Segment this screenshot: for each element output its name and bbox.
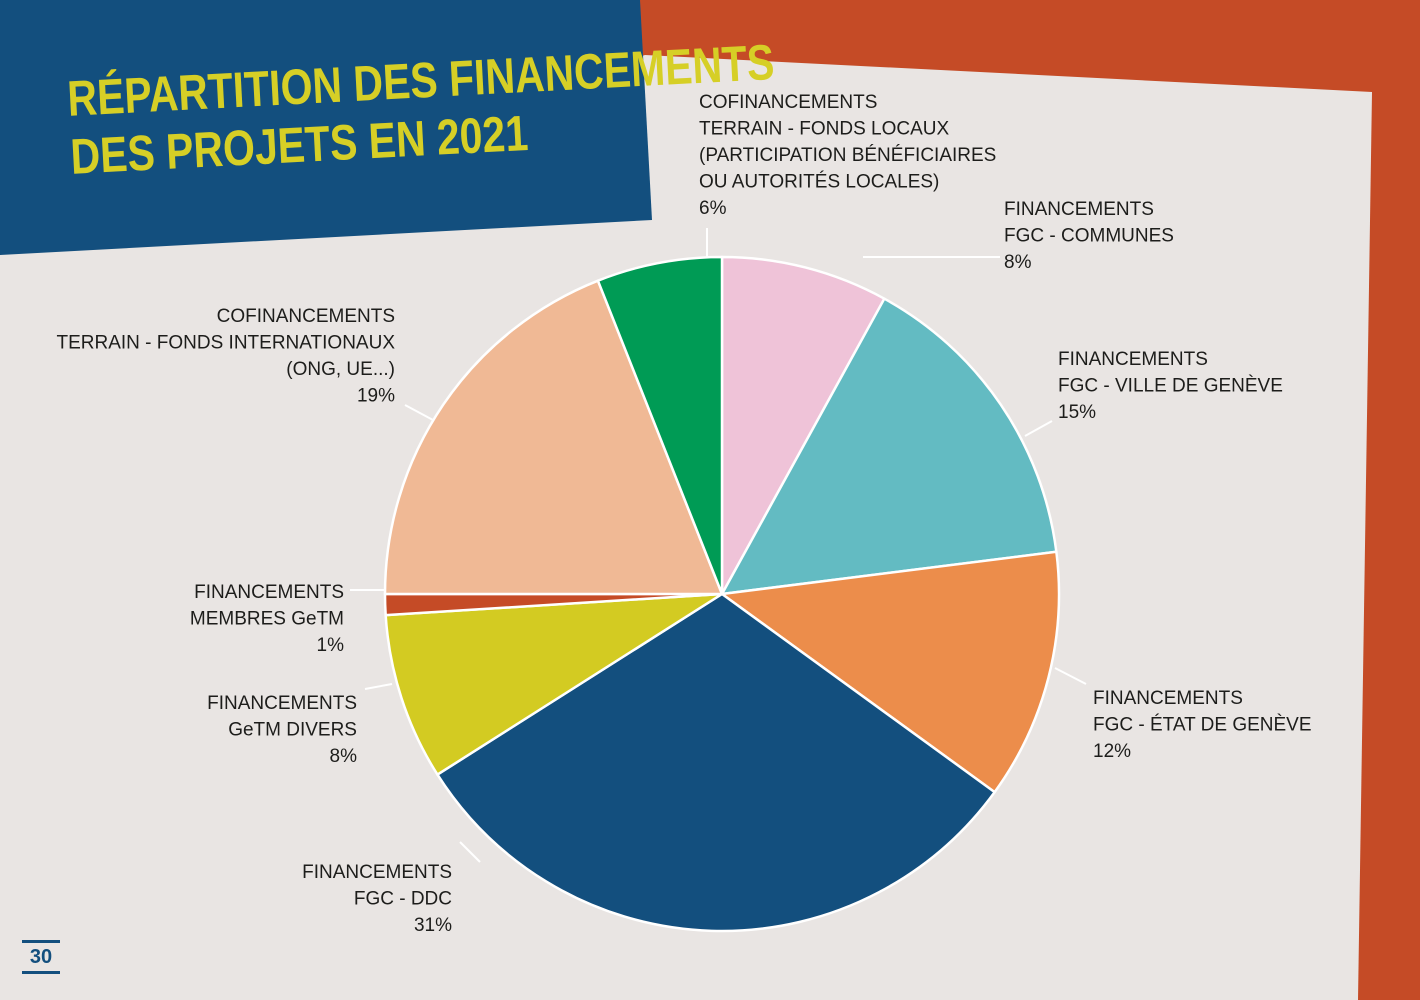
slice-label-line: FINANCEMENTS <box>1093 688 1243 709</box>
slice-label-line: TERRAIN - FONDS INTERNATIONAUX <box>57 333 396 354</box>
slice-label-line: FINANCEMENTS <box>302 862 452 883</box>
leader-line <box>1054 667 1087 685</box>
slice-label-line: FGC - COMMUNES <box>1004 226 1174 247</box>
slice-label-line: TERRAIN - FONDS LOCAUX <box>699 119 950 140</box>
leader-line <box>1024 420 1053 437</box>
slice-label: FINANCEMENTS FGC - COMMUNES 8% <box>1004 199 1174 273</box>
slice-label-line: FINANCEMENTS <box>194 582 344 603</box>
slice-label: FINANCEMENTS GeTM DIVERS 8% <box>207 693 357 767</box>
leader-lines <box>350 228 1087 863</box>
slice-percent: 8% <box>330 746 358 767</box>
slice-percent: 12% <box>1093 741 1131 762</box>
pie-slice <box>720 255 886 596</box>
pie-slice <box>384 592 724 776</box>
slice-percent: 1% <box>317 635 345 656</box>
slice-labels: FINANCEMENTS FGC - COMMUNES 8%FINANCEMENTS… <box>57 92 1312 936</box>
pie-slice <box>383 279 724 596</box>
slice-label: COFINANCEMENTS TERRAIN - FONDS LOCAUX (PAR… <box>699 92 996 219</box>
pie-slice <box>596 255 724 596</box>
slice-label-line: COFINANCEMENTS <box>217 306 395 327</box>
slice-label-line: GeTM DIVERS <box>228 720 357 741</box>
pie-slices <box>383 255 1061 933</box>
slice-label: FINANCEMENTS FGC - ÉTAT DE GENÈVE 12% <box>1093 688 1312 762</box>
leader-line <box>459 841 481 863</box>
slice-label-line: FGC - VILLE DE GENÈVE <box>1058 376 1283 397</box>
slice-percent: 15% <box>1058 402 1096 423</box>
slice-percent: 6% <box>699 198 727 219</box>
slice-label-line: FINANCEMENTS <box>207 693 357 714</box>
title-banner <box>0 0 652 255</box>
page-number: 30 <box>22 940 60 974</box>
slice-label: FINANCEMENTS MEMBRES GeTM 1% <box>190 582 344 656</box>
leader-line <box>364 683 393 690</box>
slice-label-line: (ONG, UE...) <box>286 359 395 380</box>
slice-label-line: OU AUTORITÉS LOCALES) <box>699 172 939 193</box>
slice-percent: 31% <box>414 915 452 936</box>
slice-label: COFINANCEMENTS TERRAIN - FONDS INTERNATIO… <box>57 306 396 407</box>
slice-label-line: FINANCEMENTS <box>1004 199 1154 220</box>
leader-line <box>404 404 434 421</box>
slice-label-line: FINANCEMENTS <box>1058 349 1208 370</box>
slice-percent: 8% <box>1004 252 1032 273</box>
slice-label-line: (PARTICIPATION BÉNÉFICIAIRES <box>699 145 996 166</box>
slice-label: FINANCEMENTS FGC - VILLE DE GENÈVE 15% <box>1058 349 1283 423</box>
slice-label-line: COFINANCEMENTS <box>699 92 877 113</box>
slice-label-line: MEMBRES GeTM <box>190 609 344 630</box>
slice-label-line: FGC - DDC <box>354 889 452 910</box>
slice-label: FINANCEMENTS FGC - DDC 31% <box>302 862 452 936</box>
slice-label-line: FGC - ÉTAT DE GENÈVE <box>1093 715 1312 736</box>
pie-slice <box>720 550 1061 794</box>
slice-percent: 19% <box>357 386 395 407</box>
pie-slice <box>436 592 996 933</box>
pie-slice <box>720 297 1058 596</box>
